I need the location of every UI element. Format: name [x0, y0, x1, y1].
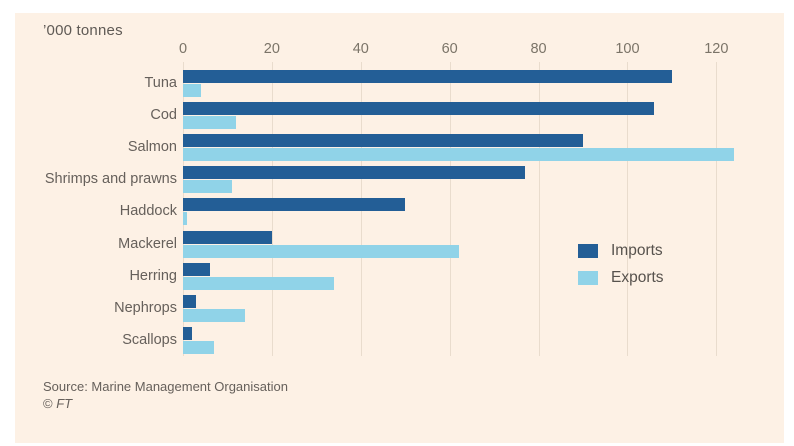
- gridline: [627, 62, 629, 356]
- gridline: [716, 62, 718, 356]
- bar-imports-mackerel: [183, 230, 272, 244]
- category-label: Tuna: [144, 75, 177, 91]
- legend-swatch-exports: [578, 271, 598, 285]
- bar-exports-herring: [183, 276, 335, 290]
- copyright-symbol: ©: [43, 396, 53, 411]
- bar-imports-salmon: [183, 134, 583, 148]
- category-label: Haddock: [119, 203, 177, 220]
- legend-item-imports: Imports: [578, 242, 663, 259]
- bar-exports-salmon: [183, 148, 735, 162]
- legend-swatch-imports: [578, 244, 598, 258]
- copyright-note: © FT: [43, 396, 72, 411]
- bar-imports-tuna: [183, 70, 672, 83]
- chart-card: [15, 13, 784, 443]
- bar-imports-cod: [183, 102, 655, 116]
- bar-imports-nephrops: [183, 294, 197, 308]
- bar-exports-cod: [183, 116, 237, 130]
- category-label: Shrimps and prawns: [44, 171, 177, 188]
- legend-label-exports: Exports: [611, 269, 664, 286]
- legend-label-imports: Imports: [611, 242, 663, 259]
- bar-exports-scallops: [183, 340, 215, 354]
- category-label: Cod: [150, 107, 177, 124]
- bar-exports-shrimps-and-prawns: [183, 180, 232, 194]
- gridline: [449, 62, 451, 356]
- category-label: Herring: [129, 267, 177, 284]
- category-label: Salmon: [127, 139, 177, 156]
- x-tick-label: 120: [704, 41, 729, 57]
- gridline: [538, 62, 540, 356]
- bar-exports-haddock: [183, 212, 188, 226]
- source-note: Source: Marine Management Organisation: [43, 379, 288, 394]
- category-label: Mackerel: [118, 235, 177, 252]
- x-tick-label: 60: [441, 41, 458, 57]
- bar-imports-shrimps-and-prawns: [183, 166, 526, 180]
- copyright-brand: FT: [56, 396, 73, 411]
- chart-unit-label: ’000 tonnes: [43, 22, 123, 39]
- category-label: Nephrops: [114, 299, 177, 316]
- legend-item-exports: Exports: [578, 269, 664, 286]
- bar-imports-haddock: [183, 198, 406, 212]
- bar-imports-scallops: [183, 326, 192, 340]
- category-label: Scallops: [122, 331, 177, 348]
- x-tick-label: 40: [352, 41, 369, 57]
- x-tick-label: 20: [263, 41, 280, 57]
- x-tick-label: 100: [615, 41, 640, 57]
- bar-exports-tuna: [183, 84, 201, 97]
- x-tick-label: 0: [178, 41, 188, 57]
- bar-exports-mackerel: [183, 244, 459, 258]
- x-tick-label: 80: [530, 41, 547, 57]
- bar-exports-nephrops: [183, 308, 246, 322]
- bar-imports-herring: [183, 262, 210, 276]
